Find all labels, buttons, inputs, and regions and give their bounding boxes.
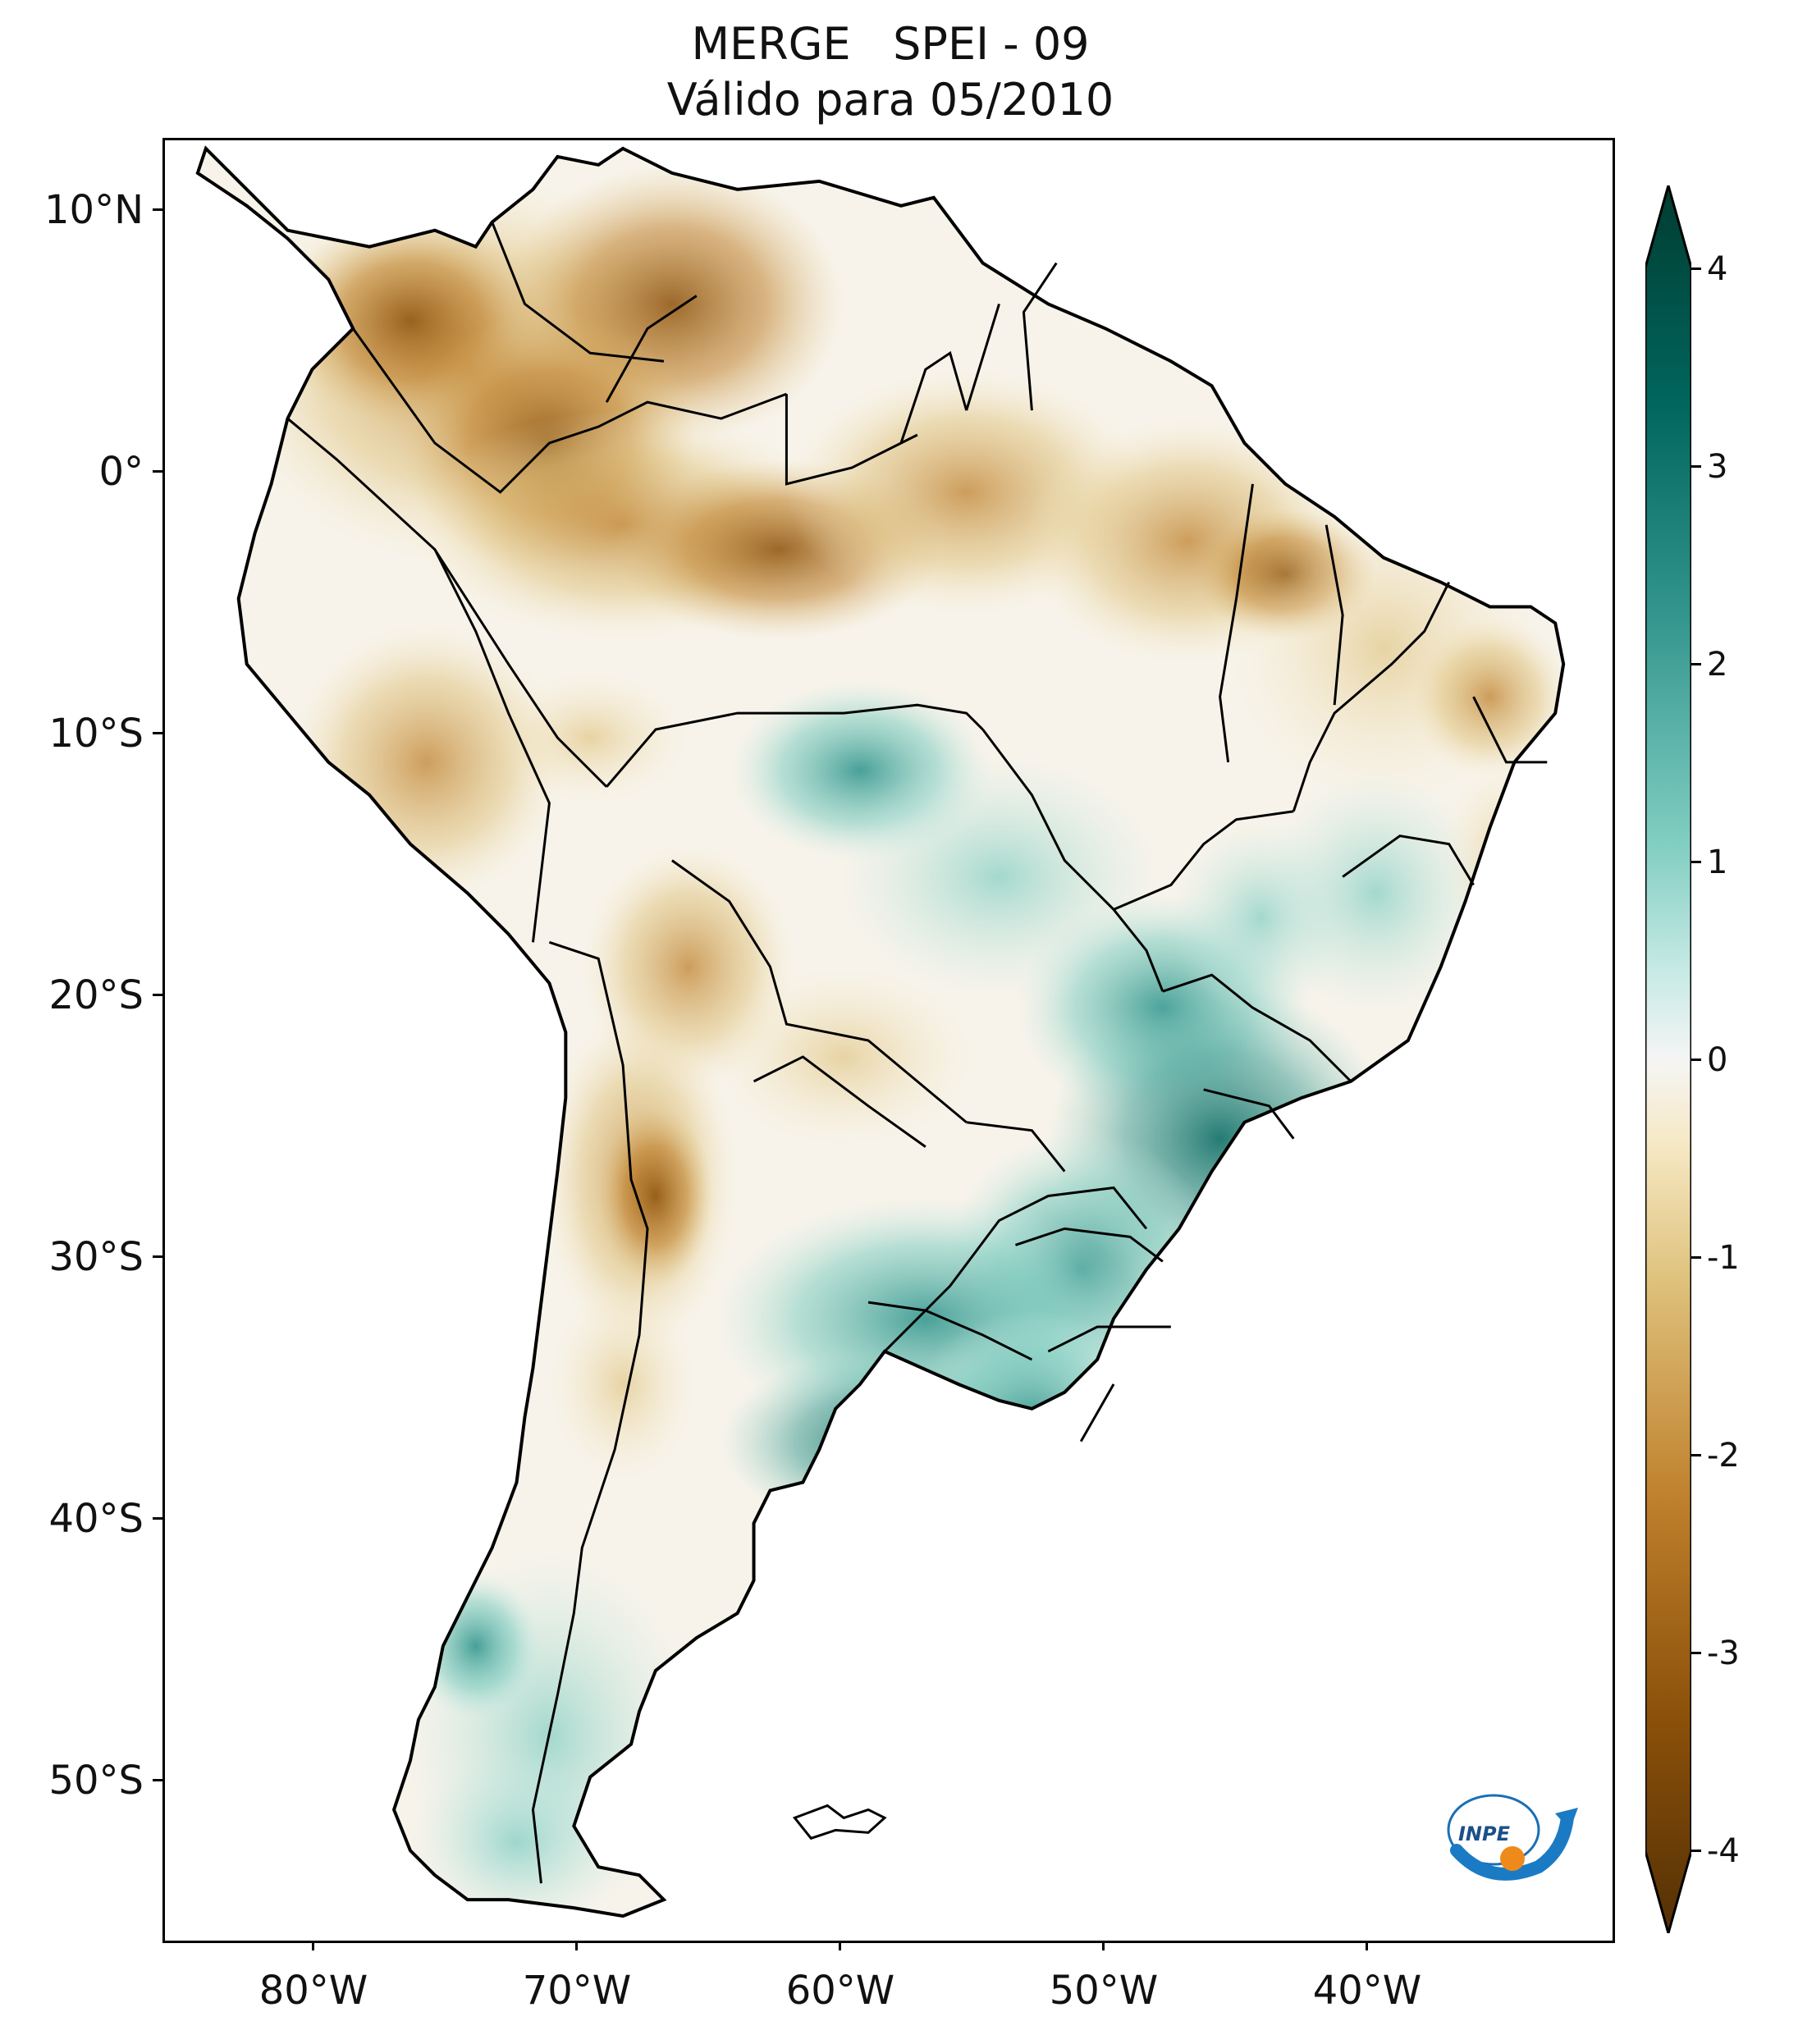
- colorbar: [1645, 185, 1691, 1933]
- colorbar-tick: [1691, 1256, 1701, 1259]
- lat-label-10n: 10°N: [44, 187, 144, 233]
- colorbar-tick: [1691, 663, 1701, 665]
- colorbar-label: 1: [1707, 844, 1728, 881]
- colorbar-bar: [1645, 185, 1691, 1933]
- lat-label-50s: 50°S: [48, 1758, 144, 1804]
- colorbar-label: 2: [1707, 646, 1728, 684]
- lon-label-60w: 60°W: [785, 1968, 895, 2014]
- lat-label-20s: 20°S: [48, 972, 144, 1018]
- lon-label-80w: 80°W: [258, 1968, 368, 2014]
- lon-label-70w: 70°W: [522, 1968, 632, 2014]
- lat-label-40s: 40°S: [48, 1496, 144, 1542]
- lat-tick: [153, 1779, 162, 1781]
- lat-tick: [153, 470, 162, 473]
- lat-tick: [153, 208, 162, 211]
- colorbar-tick: [1691, 1850, 1701, 1852]
- lon-tick: [1366, 1941, 1368, 1950]
- falkland-islands: [792, 1804, 887, 1841]
- colorbar-tick: [1691, 268, 1701, 270]
- lon-label-40w: 40°W: [1312, 1968, 1422, 2014]
- colorbar-label: 3: [1707, 448, 1728, 486]
- colorbar-tick: [1691, 1059, 1701, 1061]
- map-title-line1: MERGE SPEI - 09: [691, 18, 1090, 70]
- colorbar-tick: [1691, 1652, 1701, 1654]
- map-canvas: [195, 146, 1566, 1918]
- lat-label-0: 0°: [98, 449, 144, 495]
- colorbar-label: -2: [1707, 1437, 1740, 1475]
- inpe-logo: INPE: [1447, 1794, 1578, 1881]
- inpe-logo-text: INPE: [1458, 1822, 1511, 1845]
- country-borders: [286, 222, 1548, 1884]
- lat-label-10s: 10°S: [48, 711, 144, 757]
- colorbar-tick: [1691, 861, 1701, 863]
- lat-tick: [153, 994, 162, 996]
- lat-tick: [153, 732, 162, 734]
- lon-tick: [575, 1941, 578, 1950]
- map-panel: [162, 138, 1615, 1943]
- colorbar-tick: [1691, 1454, 1701, 1456]
- colorbar-tick: [1691, 465, 1701, 468]
- lon-tick: [1102, 1941, 1105, 1950]
- colorbar-label: -1: [1707, 1239, 1740, 1277]
- lon-tick: [839, 1941, 841, 1950]
- colorbar-label: -4: [1707, 1832, 1740, 1870]
- lat-label-30s: 30°S: [48, 1234, 144, 1280]
- colorbar-label: 0: [1707, 1041, 1728, 1079]
- lon-label-50w: 50°W: [1049, 1968, 1159, 2014]
- map-title-line2: Válido para 05/2010: [666, 74, 1114, 126]
- lat-tick: [153, 1255, 162, 1258]
- lon-tick: [312, 1941, 314, 1950]
- lat-tick: [153, 1517, 162, 1520]
- colorbar-label: -3: [1707, 1635, 1740, 1672]
- colorbar-label: 4: [1707, 250, 1728, 288]
